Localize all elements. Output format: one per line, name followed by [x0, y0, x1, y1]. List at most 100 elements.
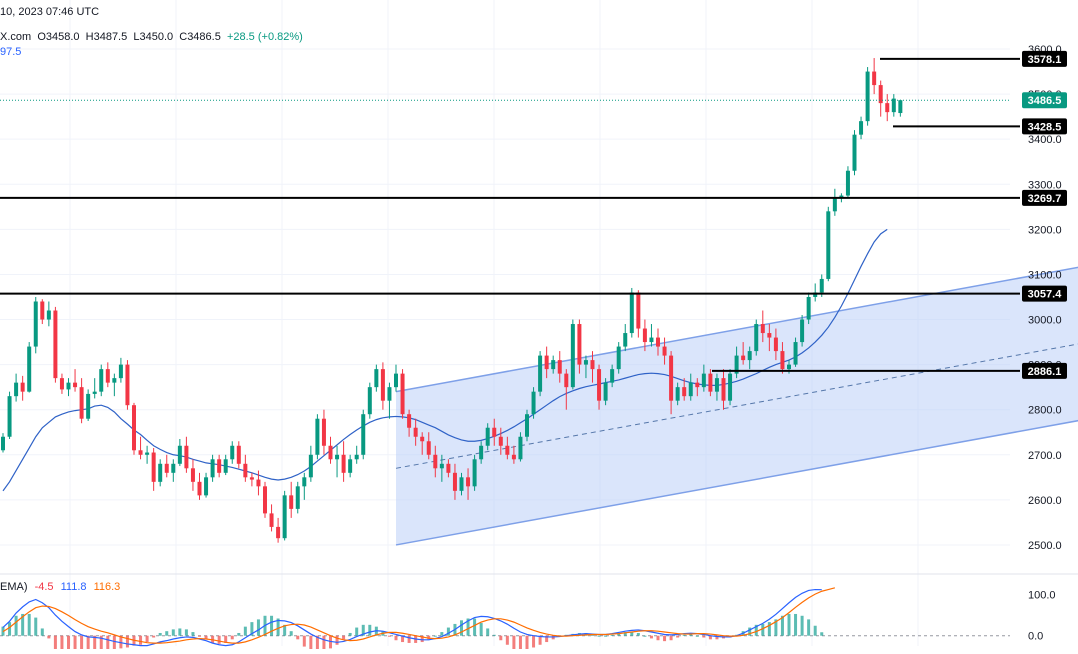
candle-body: [466, 477, 471, 487]
macd-histogram-bar: [512, 635, 516, 650]
macd-histogram-bar: [198, 635, 201, 637]
candle-body: [361, 414, 366, 455]
ma-value-header: 97.5: [0, 46, 21, 58]
candle: [380, 362, 385, 410]
macd-histogram-bar: [348, 632, 352, 636]
candle: [197, 472, 202, 500]
candle: [230, 441, 235, 464]
candle-body: [479, 445, 484, 460]
macd-histogram-bar: [27, 613, 31, 636]
macd-histogram-bar: [813, 625, 817, 636]
candle-body: [118, 364, 123, 379]
candle: [832, 188, 837, 216]
candle-body: [610, 369, 615, 383]
macd-histogram-bar: [643, 635, 647, 637]
macd-histogram-bar: [518, 635, 522, 652]
candle-body: [597, 369, 602, 401]
candle-body: [374, 369, 379, 388]
macd-histogram-bar: [505, 635, 509, 645]
candle: [623, 324, 628, 352]
candle: [145, 445, 150, 464]
candle-body: [472, 459, 477, 487]
ohlc-change: +28.5 (+0.82%): [226, 31, 303, 43]
macd-histogram-bar: [820, 632, 824, 636]
candle: [597, 364, 602, 410]
candle: [728, 369, 733, 406]
candle-body: [132, 405, 136, 451]
candle-body: [295, 486, 300, 509]
candle: [125, 360, 130, 410]
candle: [263, 481, 267, 518]
macd-hist-value: -4.5: [34, 581, 54, 593]
candle: [269, 504, 274, 532]
candle-body: [367, 387, 372, 415]
candle: [217, 454, 222, 478]
candle: [492, 418, 497, 446]
macd-header: EMA) -4.5 111.8 116.3: [0, 581, 120, 593]
candle: [675, 382, 680, 406]
price-tick-label: 3000.0: [1028, 315, 1062, 327]
macd-histogram-bar: [545, 635, 549, 643]
price-tick-label: 3200.0: [1028, 224, 1062, 236]
candle-body: [773, 337, 778, 352]
macd-histogram-bar: [427, 635, 431, 640]
macd-histogram-bar: [604, 635, 608, 637]
candle: [361, 409, 366, 460]
candle: [14, 373, 19, 402]
candle-body: [577, 324, 582, 365]
candle: [413, 418, 418, 446]
candle-body: [845, 170, 850, 196]
macd-histogram-bar: [106, 635, 110, 652]
candle-body: [603, 382, 608, 401]
candle: [701, 364, 706, 392]
macd-histogram-bar: [237, 632, 241, 636]
macd-histogram-bar: [283, 624, 287, 636]
candle-body: [649, 337, 654, 343]
candle-body: [138, 450, 143, 455]
macd-histogram-bar: [669, 635, 673, 641]
candle-body: [99, 369, 104, 392]
symbol-text: X.com: [0, 31, 32, 43]
candle: [662, 337, 667, 365]
candle-body: [73, 382, 78, 388]
candle: [105, 362, 110, 388]
macd-histogram-bar: [617, 632, 621, 636]
candle-body: [394, 373, 398, 388]
candle-body: [695, 382, 700, 388]
macd-histogram-bar: [532, 635, 536, 648]
macd-histogram-bar: [623, 632, 627, 636]
candle: [590, 351, 595, 383]
candle-body: [105, 369, 110, 383]
macd-histogram-bar: [708, 635, 712, 640]
macd-histogram-bar: [630, 632, 634, 636]
candle: [439, 454, 444, 482]
candle: [73, 369, 78, 392]
macd-signal-line: [2, 587, 836, 644]
candle: [40, 299, 45, 325]
macd-histogram-bar: [695, 635, 699, 637]
macd-histogram-bar: [47, 635, 51, 639]
macd-histogram-bar: [361, 624, 365, 636]
candle-body: [27, 346, 32, 392]
candles: [1, 58, 903, 543]
candle: [452, 463, 457, 500]
candle-body: [675, 387, 680, 401]
candle-body: [79, 387, 84, 419]
candle-body: [511, 454, 516, 460]
candle: [518, 432, 523, 462]
candle-body: [197, 481, 202, 496]
candle-body: [885, 103, 890, 113]
macd-histogram-bar: [171, 629, 175, 636]
macd-histogram-bar: [466, 618, 470, 636]
current-price-label: 3486.5: [1028, 95, 1062, 107]
candle-body: [459, 477, 464, 491]
candle-body: [656, 337, 660, 347]
candle-body: [243, 463, 248, 478]
macd-histogram-bar: [473, 618, 477, 636]
macd-histogram-bar: [342, 635, 346, 640]
candle-body: [629, 292, 634, 334]
candle-body: [688, 382, 693, 397]
candle-body: [747, 351, 752, 361]
